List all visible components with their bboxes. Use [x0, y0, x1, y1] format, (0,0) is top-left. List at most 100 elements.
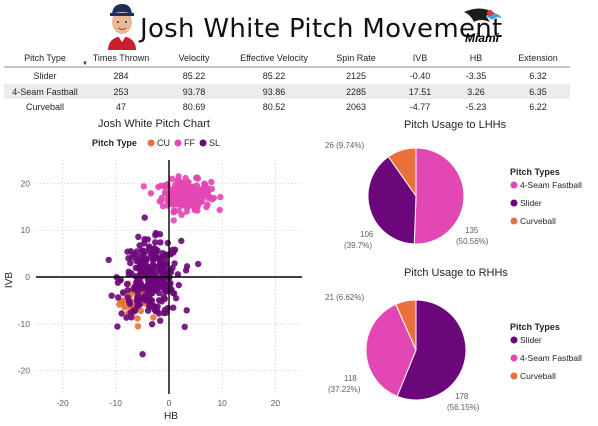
scatter-point-sl[interactable] — [128, 254, 135, 261]
scatter-point-sl[interactable] — [156, 231, 164, 238]
scatter-point-ff[interactable] — [181, 200, 188, 207]
scatter-point-sl[interactable] — [140, 247, 147, 254]
column-header-velocity[interactable]: Velocity — [178, 53, 210, 63]
rhh-legend-item-fastball[interactable]: 4-Seam Fastball — [510, 353, 582, 363]
scatter-point-ff[interactable] — [216, 206, 223, 214]
scatter-point-sl[interactable] — [178, 237, 185, 245]
column-header-spin-rate[interactable]: Spin Rate — [336, 53, 376, 63]
rhh-slice-curveball[interactable] — [395, 299, 417, 351]
column-header-effective-velocity[interactable]: Effective Velocity — [240, 53, 308, 63]
table-row[interactable]: Slider 284 85.22 85.22 2125 -0.40 -3.35 … — [4, 68, 570, 84]
scatter-point-ff[interactable] — [186, 195, 193, 202]
column-header-hb[interactable]: HB — [469, 53, 483, 63]
scatter-point-sl[interactable] — [157, 259, 164, 267]
scatter-point-sl[interactable] — [181, 323, 188, 330]
scatter-point-sl[interactable] — [141, 214, 148, 221]
scatter-point-sl[interactable] — [114, 323, 121, 330]
scatter-point-sl[interactable] — [169, 289, 177, 297]
scatter-point-sl[interactable] — [143, 256, 150, 264]
scatter-point-sl[interactable] — [138, 258, 145, 266]
scatter-point-ff[interactable] — [210, 194, 217, 202]
scatter-point-cu[interactable] — [137, 307, 145, 315]
scatter-point-sl[interactable] — [143, 295, 150, 302]
scatter-point-cu[interactable] — [134, 323, 142, 330]
scatter-point-sl[interactable] — [136, 242, 143, 249]
scatter-point-sl[interactable] — [126, 300, 134, 307]
scatter-point-sl[interactable] — [158, 269, 165, 276]
table-row[interactable]: 4-Seam Fastball 253 93.78 93.86 2285 17.… — [4, 83, 570, 99]
scatter-point-sl[interactable] — [128, 314, 135, 321]
column-header-pitch-type[interactable]: Pitch Type — [24, 53, 66, 63]
scatter-point-ff[interactable] — [178, 194, 185, 201]
scatter-point-ff[interactable] — [183, 208, 190, 215]
scatter-point-sl[interactable] — [133, 257, 140, 265]
scatter-point-sl[interactable] — [114, 279, 122, 286]
scatter-point-sl[interactable] — [174, 271, 182, 278]
column-header-ivb[interactable]: IVB — [412, 53, 428, 63]
scatter-point-sl[interactable] — [155, 297, 163, 304]
column-header-times-thrown[interactable]: Times Thrown — [92, 53, 150, 63]
scatter-point-sl[interactable] — [149, 256, 157, 263]
scatter-point-ff[interactable] — [175, 177, 182, 184]
scatter-point-ff[interactable] — [168, 175, 176, 182]
scatter-point-sl[interactable] — [144, 266, 151, 273]
scatter-point-cu[interactable] — [119, 297, 127, 305]
scatter-point-ff[interactable] — [155, 183, 162, 191]
scatter-point-ff[interactable] — [203, 203, 210, 211]
scatter-point-sl[interactable] — [195, 260, 202, 268]
scatter-point-sl[interactable] — [141, 236, 148, 243]
scatter-point-sl[interactable] — [170, 304, 177, 311]
scatter-point-sl[interactable] — [137, 279, 144, 286]
scatter-point-sl[interactable] — [124, 294, 131, 301]
scatter-point-sl[interactable] — [108, 292, 115, 299]
legend-item-sl[interactable]: SL — [199, 138, 221, 148]
legend-item-ff[interactable]: FF — [174, 138, 196, 148]
lhh-slice-slider[interactable] — [367, 156, 417, 245]
scatter-point-sl[interactable] — [160, 309, 168, 317]
scatter-point-ff[interactable] — [194, 188, 201, 196]
table-row[interactable]: Curveball 47 80.69 80.52 2063 -4.77 -5.2… — [4, 99, 570, 115]
scatter-point-sl[interactable] — [144, 307, 152, 314]
scatter-point-sl[interactable] — [172, 295, 180, 302]
scatter-point-ff[interactable] — [184, 188, 191, 195]
rhh-slice-4-seam-fastball[interactable] — [365, 303, 417, 397]
scatter-point-sl[interactable] — [152, 281, 159, 288]
scatter-point-cu[interactable] — [121, 304, 128, 311]
scatter-point-sl[interactable] — [118, 310, 125, 317]
scatter-point-sl[interactable] — [139, 351, 146, 358]
scatter-point-ff[interactable] — [158, 194, 166, 202]
scatter-point-sl[interactable] — [135, 233, 142, 240]
scatter-point-ff[interactable] — [217, 193, 224, 201]
scatter-point-sl[interactable] — [175, 281, 182, 289]
scatter-point-sl[interactable] — [167, 279, 174, 287]
scatter-point-sl[interactable] — [183, 307, 190, 314]
scatter-point-ff[interactable] — [208, 178, 215, 186]
scatter-point-sl[interactable] — [155, 289, 163, 297]
scatter-point-sl[interactable] — [146, 243, 153, 250]
scatter-point-sl[interactable] — [137, 284, 144, 291]
scatter-point-sl[interactable] — [147, 250, 155, 257]
lhh-legend-item-fastball[interactable]: 4-Seam Fastball — [510, 180, 582, 190]
lhh-legend-item-slider[interactable]: Slider — [510, 198, 542, 208]
lhh-slice-curveball[interactable] — [387, 147, 417, 198]
scatter-point-cu[interactable] — [134, 315, 141, 322]
scatter-point-sl[interactable] — [135, 264, 142, 271]
scatter-point-sl[interactable] — [148, 321, 156, 328]
scatter-point-sl[interactable] — [154, 308, 161, 315]
rhh-legend-item-slider[interactable]: Slider — [510, 335, 542, 345]
scatter-point-sl[interactable] — [145, 288, 152, 295]
scatter-point-sl[interactable] — [138, 252, 145, 259]
scatter-point-ff[interactable] — [170, 217, 177, 224]
scatter-point-sl[interactable] — [133, 253, 141, 260]
scatter-point-ff[interactable] — [171, 207, 178, 215]
rhh-slice-slider[interactable] — [396, 299, 467, 401]
scatter-point-sl[interactable] — [127, 259, 134, 267]
scatter-point-ff[interactable] — [147, 190, 155, 197]
scatter-point-sl[interactable] — [131, 283, 138, 291]
scatter-point-sl[interactable] — [134, 297, 141, 305]
scatter-point-sl[interactable] — [123, 314, 130, 321]
scatter-point-sl[interactable] — [119, 289, 127, 296]
column-header-extension[interactable]: Extension — [518, 53, 558, 63]
scatter-point-sl[interactable] — [130, 307, 137, 314]
scatter-point-sl[interactable] — [160, 284, 168, 291]
